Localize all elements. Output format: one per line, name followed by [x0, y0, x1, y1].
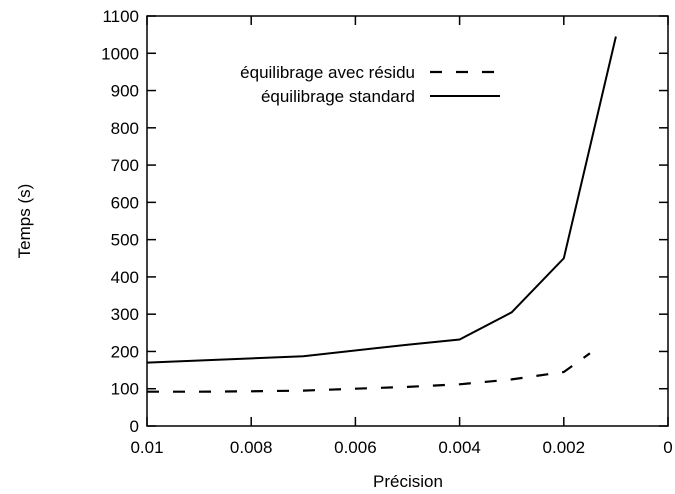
legend-label-0: équilibrage avec résidu	[240, 63, 415, 82]
y-axis-label: Temps (s)	[15, 184, 34, 259]
y-tick-label: 700	[111, 156, 139, 175]
x-axis-label: Précision	[373, 472, 443, 491]
legend-label-1: équilibrage standard	[261, 87, 415, 106]
x-tick-label: 0.004	[438, 438, 481, 457]
series-line-0	[147, 352, 591, 393]
y-tick-label: 800	[111, 119, 139, 138]
x-tick-label: 0.002	[543, 438, 586, 457]
x-axis: 0.01 0.008 0.006 0.004 0.002 0	[130, 16, 673, 457]
series-line-1	[146, 36, 617, 364]
legend: équilibrage avec résidu équilibrage stand…	[240, 63, 500, 106]
y-tick-label: 500	[111, 231, 139, 250]
x-tick-label: 0.01	[130, 438, 163, 457]
y-tick-label: 200	[111, 342, 139, 361]
y-tick-label: 900	[111, 82, 139, 101]
y-tick-label: 600	[111, 193, 139, 212]
x-tick-label: 0	[663, 438, 672, 457]
x-tick-label: 0.008	[230, 438, 273, 457]
y-tick-label: 400	[111, 268, 139, 287]
y-tick-label: 1100	[102, 7, 139, 26]
y-tick-label: 300	[111, 305, 139, 324]
plot-frame	[146, 15, 669, 427]
x-tick-label: 0.006	[334, 438, 377, 457]
y-tick-label: 1000	[101, 44, 139, 63]
y-tick-label: 0	[130, 417, 139, 436]
y-axis: 0 100 200 300 400 500 600 700 800 900 1000 1100	[101, 7, 668, 436]
y-tick-label: 100	[111, 380, 139, 399]
series-layer	[146, 36, 617, 393]
